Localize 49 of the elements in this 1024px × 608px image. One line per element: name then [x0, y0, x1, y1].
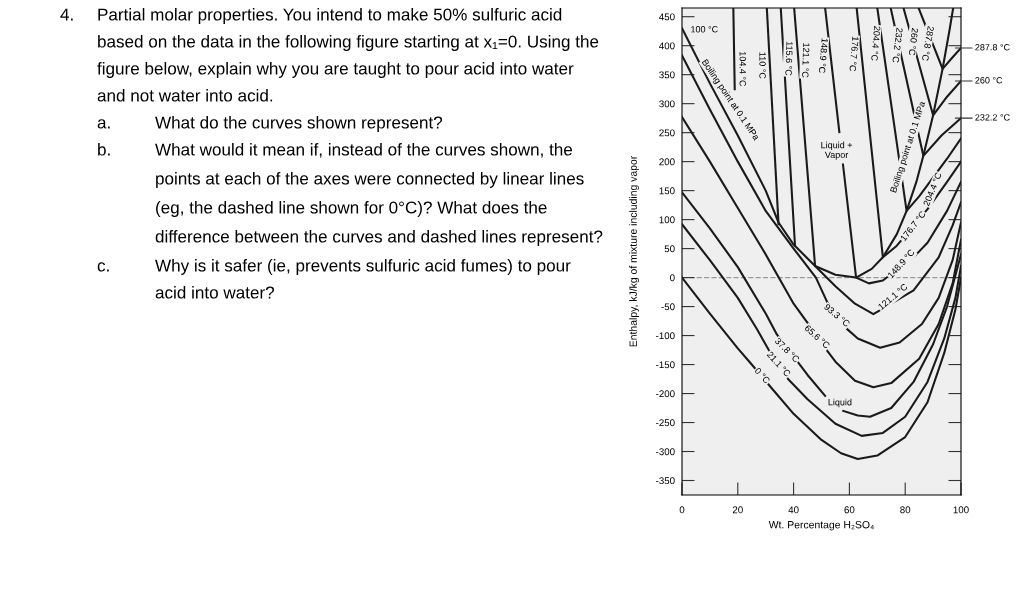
annotation: 176.7 °C	[849, 36, 859, 72]
annotation: 204.4 °C	[922, 171, 942, 207]
annotation: 287.8 °C	[975, 44, 1010, 51]
y-tick-label: 0	[670, 274, 675, 282]
annotation: 115.6 °C	[785, 41, 793, 76]
y-tick-label: 50	[664, 245, 675, 253]
text: b. What would it mean if, instead of the curves shown, the points at each of the axes were connected by linear lines (eg, the dashed line shown for 0°C)? What does the difference between the curves and dashed lines represent?	[98, 143, 603, 246]
text: 4. Partial molar properties. You intend to make 50% sulfuric acid based on the data in the following figure starting at x₁=0. Using the figure below, explain why you are taught to pour acid into water and not water into acid.	[60, 8, 599, 102]
x-tick-label: 60	[844, 506, 855, 514]
y-tick-label: 200	[659, 158, 675, 166]
y-tick-label: -200	[656, 390, 675, 398]
annotation: 121.1 °C	[802, 43, 810, 78]
y-tick-label: -250	[656, 419, 675, 427]
annotation: Liquid + Vapor	[821, 141, 853, 160]
annotation: 0 °C	[754, 367, 771, 385]
y-tick-label: 150	[659, 187, 675, 195]
y-tick-label: -300	[656, 448, 675, 456]
y-tick-label: 300	[659, 100, 675, 108]
x-tick-label: 0	[679, 506, 685, 514]
y-tick-label: 100	[659, 216, 675, 224]
annotation: 100 °C	[691, 26, 718, 33]
annotation: 232.2 °C	[892, 27, 903, 63]
y-tick-label: -100	[656, 332, 675, 340]
x-tick-label: 40	[788, 506, 799, 514]
annotation: 110 °C	[759, 52, 766, 79]
x-tick-label: 80	[900, 506, 911, 514]
annotation: 65.6 °C	[804, 324, 831, 349]
annotation: 260 °C	[975, 77, 1003, 84]
annotation: 204.4 °C	[871, 26, 881, 61]
y-axis-title: Enthalpy, kJ/kg of mixture including vapor	[629, 155, 639, 347]
x-tick-label: 100	[953, 506, 969, 514]
y-tick-label: 450	[659, 13, 675, 21]
annotation: 287.8 °C	[921, 26, 935, 62]
text: a. What do the curves shown represent?	[97, 116, 443, 132]
annotation: 93.3 °C	[823, 303, 851, 328]
y-tick-label: -350	[656, 477, 675, 485]
x-axis-title: Wt. Percentage H₂SO₄	[768, 521, 874, 531]
y-tick-label: -150	[656, 361, 675, 369]
y-tick-label: 350	[659, 71, 675, 79]
annotation: Liquid	[828, 398, 852, 408]
y-tick-label: 400	[659, 42, 675, 50]
annotation: 232.2 °C	[975, 114, 1010, 121]
annotation: 148.9 °C	[818, 38, 829, 74]
annotation: Boiling point at 0.1 MPa	[889, 100, 927, 194]
x-tick-label: 20	[732, 506, 743, 514]
y-tick-label: 250	[659, 129, 675, 137]
annotation: 260 °C	[908, 28, 919, 56]
y-tick-label: -50	[661, 303, 675, 311]
text: c. Why is it safer (ie, prevents sulfuric acid fumes) to pour acid into water?	[97, 259, 571, 299]
